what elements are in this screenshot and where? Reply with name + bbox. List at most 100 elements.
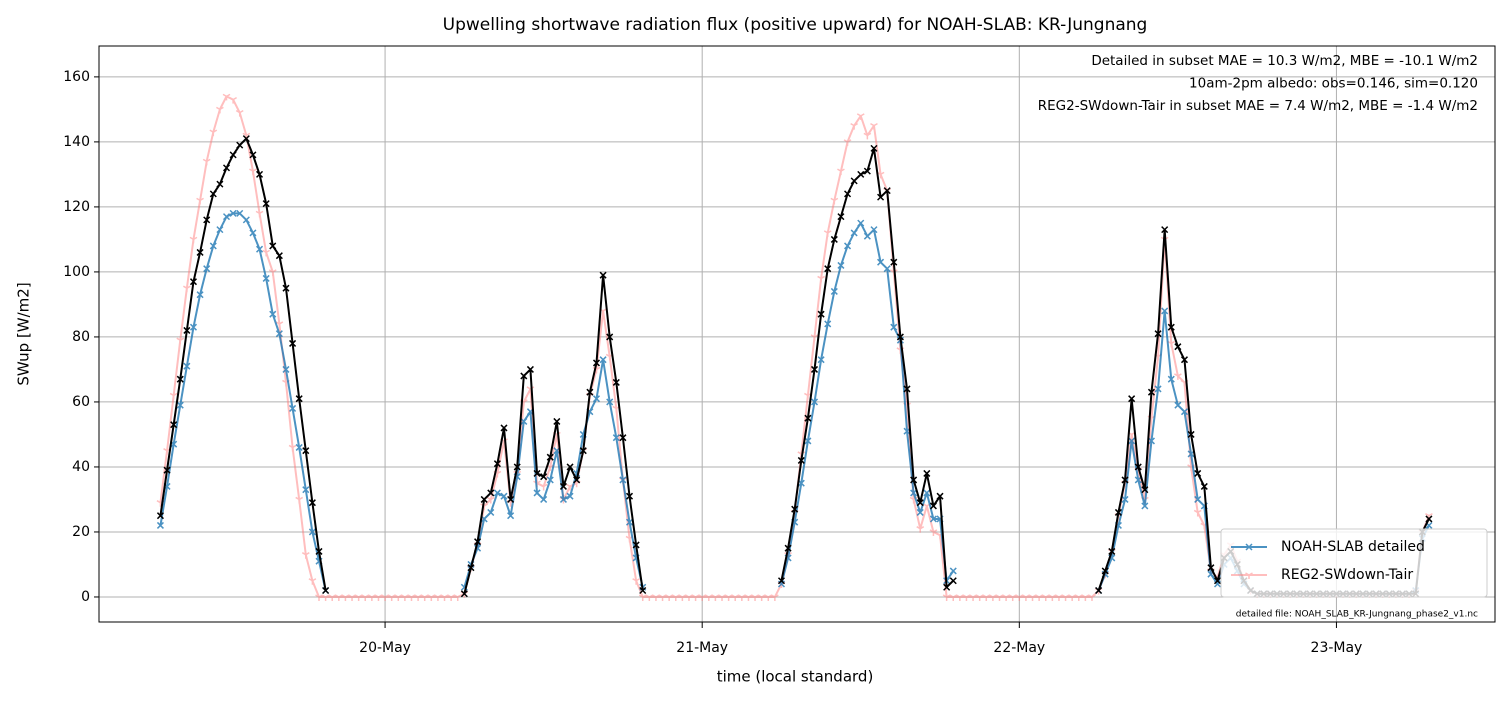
data-point <box>1167 323 1175 331</box>
data-point <box>856 113 865 120</box>
data-point <box>460 590 468 598</box>
data-point <box>559 495 567 503</box>
data-point <box>295 395 303 403</box>
data-point <box>625 492 634 500</box>
x-axis-label: time (local standard) <box>717 668 874 686</box>
data-point <box>235 109 244 117</box>
data-point <box>890 258 898 266</box>
data-point <box>810 398 819 406</box>
data-point <box>249 229 257 237</box>
data-point <box>844 190 852 198</box>
data-point <box>216 226 224 234</box>
data-point <box>632 578 640 585</box>
data-point <box>262 274 270 282</box>
data-point <box>176 337 185 345</box>
data-point <box>256 245 264 253</box>
data-point <box>1147 437 1155 445</box>
y-tick-label: 160 <box>63 69 90 85</box>
data-point <box>209 190 217 198</box>
data-point <box>573 476 581 484</box>
data-point <box>262 200 270 208</box>
data-point <box>1425 515 1433 523</box>
data-point <box>289 404 297 412</box>
data-point <box>850 177 858 185</box>
data-point <box>810 334 819 341</box>
data-point <box>513 463 521 471</box>
data-point <box>1174 401 1182 409</box>
data-point <box>870 144 878 152</box>
y-tick-label: 120 <box>63 199 90 215</box>
data-point <box>830 287 838 295</box>
data-point <box>896 333 904 341</box>
data-point <box>910 476 918 484</box>
data-point <box>850 122 859 130</box>
data-point <box>566 492 574 500</box>
data-point <box>295 496 304 504</box>
data-point <box>526 365 534 373</box>
data-point <box>599 356 607 364</box>
data-point <box>923 489 931 497</box>
data-point <box>222 93 231 101</box>
data-point <box>288 444 297 452</box>
data-point <box>269 310 277 318</box>
y-tick-label: 20 <box>72 524 90 540</box>
data-point <box>863 232 871 240</box>
y-axis-label: SWup [W/m2] <box>15 282 33 385</box>
data-point <box>182 285 191 293</box>
data-point <box>1141 502 1149 510</box>
data-point <box>196 248 204 256</box>
data-point <box>830 197 839 205</box>
data-point <box>1134 476 1142 484</box>
legend-label: REG2-SWdown-Tair <box>1281 567 1413 583</box>
data-point <box>196 197 204 205</box>
data-point <box>308 528 316 536</box>
data-point <box>486 496 495 504</box>
data-point <box>1161 226 1169 234</box>
data-point <box>1154 330 1162 338</box>
data-point <box>540 495 548 503</box>
data-point <box>196 291 204 299</box>
data-point <box>540 473 548 481</box>
data-point <box>770 594 779 601</box>
data-point <box>453 594 462 601</box>
data-point <box>176 375 184 383</box>
x-tick-label: 23-May <box>1311 640 1363 656</box>
data-point <box>282 284 290 292</box>
data-point <box>1114 508 1122 516</box>
plot-layer <box>156 93 1433 601</box>
data-point <box>275 252 283 260</box>
data-point <box>804 414 812 422</box>
data-point <box>936 492 944 500</box>
data-point <box>1134 463 1142 471</box>
data-point <box>480 495 488 503</box>
data-point <box>1061 594 1070 601</box>
data-point <box>202 158 211 166</box>
data-point <box>863 132 872 140</box>
data-point <box>1207 564 1215 572</box>
data-point <box>797 456 805 464</box>
data-point <box>1174 343 1182 351</box>
legend-entry <box>1231 572 1267 579</box>
data-point <box>877 258 885 266</box>
legend-label: NOAH-SLAB detailed <box>1281 539 1425 555</box>
data-point <box>236 209 244 217</box>
series-line <box>159 137 1430 595</box>
data-point <box>830 235 838 243</box>
data-point <box>559 482 567 490</box>
data-point <box>791 505 799 513</box>
data-point <box>209 129 218 137</box>
data-point <box>612 378 620 386</box>
data-point <box>943 583 951 591</box>
data-point <box>322 586 330 595</box>
data-point <box>949 567 957 575</box>
data-point <box>639 586 647 595</box>
data-point <box>1180 408 1189 416</box>
annotation: 10am-2pm albedo: obs=0.146, sim=0.120 <box>1189 76 1478 92</box>
data-point <box>1161 307 1169 315</box>
data-point <box>275 330 283 338</box>
data-point <box>189 236 198 244</box>
data-point <box>170 421 178 429</box>
plot-frame <box>98 45 1496 623</box>
data-point <box>176 401 184 409</box>
grid-layer <box>99 46 1495 622</box>
